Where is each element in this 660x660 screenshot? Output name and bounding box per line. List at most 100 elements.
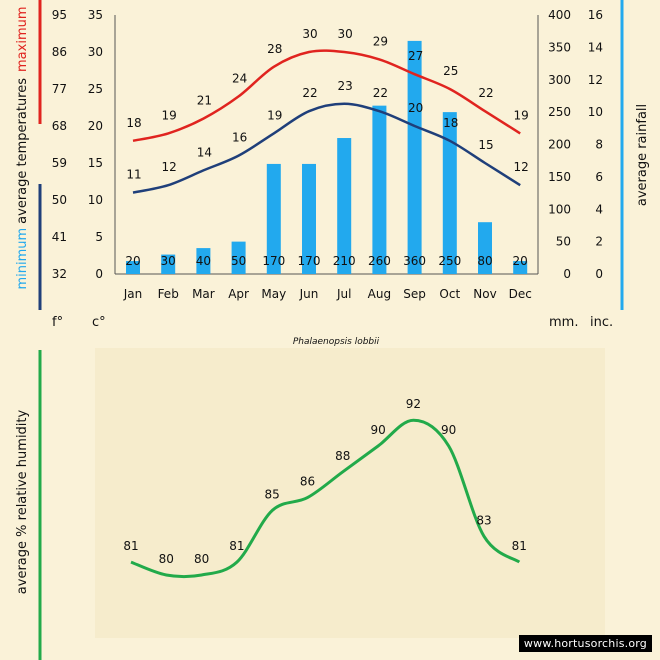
month-label: Apr (228, 287, 249, 301)
minimum-temperature-label: 12 (162, 160, 177, 174)
minimum-title: minimum (15, 228, 30, 290)
minimum-temperature-label: 18 (443, 116, 458, 130)
month-label: Jun (299, 287, 319, 301)
rainfall-bar (478, 222, 492, 274)
inches-tick: 0 (595, 267, 603, 281)
maximum-temperature-label: 21 (197, 94, 212, 108)
mm-tick: 50 (556, 235, 571, 249)
humidity-label: 81 (229, 539, 244, 553)
rainfall-value-label: 360 (403, 254, 426, 268)
mm-tick: 300 (548, 73, 571, 87)
inches-tick: 4 (595, 202, 603, 216)
humidity-label: 80 (159, 552, 174, 566)
humidity-axis-title: average % relative humidity (15, 409, 30, 594)
rainfall-bar (513, 261, 528, 274)
rainfall-value-label: 20 (125, 254, 140, 268)
humidity-label: 83 (476, 513, 491, 527)
maximum-temperature-label: 19 (514, 108, 529, 122)
month-label: Jul (336, 287, 351, 301)
maximum-temperature-label: 29 (373, 34, 388, 48)
fahrenheit-tick: 68 (52, 119, 67, 133)
rainfall-value-label: 260 (368, 254, 391, 268)
average-temperatures-title: average temperatures (15, 78, 30, 224)
inches-tick: 12 (588, 73, 603, 87)
celsius-tick: 25 (88, 82, 103, 96)
rainfall-bar (196, 248, 211, 274)
rainfall-value-label: 50 (231, 254, 246, 268)
rainfall-bar (407, 40, 422, 275)
maximum-temperature-label: 25 (443, 64, 458, 78)
maximum-temperature-label: 18 (126, 116, 141, 130)
rainfall-bar-labels: 20 30 40 50 170 170 210 260 360 250 80 20 (125, 254, 527, 268)
inches-tick: 10 (588, 105, 603, 119)
fahrenheit-unit: f° (52, 315, 63, 330)
minimum-temperature-label: 19 (267, 108, 282, 122)
celsius-unit: c° (92, 315, 106, 330)
inches-tick: 2 (595, 235, 603, 249)
rainfall-bar (372, 105, 387, 275)
maximum-temperature-label: 27 (408, 49, 423, 63)
inches-tick: 6 (595, 170, 603, 184)
temperature-lines (132, 49, 521, 194)
mm-tick: 200 (548, 138, 571, 152)
axis-ticks: 9586776859504132353025201510504003503002… (52, 8, 603, 301)
rainfall-bar (442, 112, 457, 274)
humidity-label: 80 (194, 552, 209, 566)
humidity-label: 88 (335, 449, 350, 463)
rainfall-bar (126, 261, 140, 274)
humidity-panel (95, 348, 605, 638)
maximum-temperature-label: 19 (162, 108, 177, 122)
maximum-temperature-label: 22 (478, 86, 493, 100)
rainfall-axis-title: average rainfall (635, 104, 650, 206)
inches-tick: 16 (588, 8, 603, 22)
mm-tick: 100 (548, 202, 571, 216)
rainfall-value-label: 80 (477, 254, 492, 268)
mm-unit: mm. (549, 315, 578, 330)
fahrenheit-tick: 41 (52, 230, 67, 244)
month-label: Jan (123, 287, 143, 301)
humidity-label: 86 (300, 475, 315, 489)
maximum-temperature-label: 24 (232, 71, 247, 85)
maximum-temperature-label: 28 (267, 42, 282, 56)
humidity-label: 90 (370, 423, 385, 437)
species-caption: Phalaenopsis lobbii (293, 337, 380, 347)
celsius-tick: 0 (95, 267, 103, 281)
fahrenheit-tick: 95 (52, 8, 67, 22)
month-label: Aug (368, 287, 391, 301)
rainfall-value-label: 170 (262, 254, 285, 268)
inches-tick: 8 (595, 138, 603, 152)
maximum-temperature-label: 30 (302, 27, 317, 41)
mm-tick: 150 (548, 170, 571, 184)
fahrenheit-tick: 86 (52, 45, 67, 59)
celsius-tick: 10 (88, 193, 103, 207)
mm-tick: 400 (548, 8, 571, 22)
watermark: www.hortusorchis.org (518, 635, 652, 652)
maximum-title: maximum (15, 6, 30, 72)
rainfall-value-label: 20 (513, 254, 528, 268)
rainfall-bar (266, 163, 281, 274)
minimum-temperature-label: 22 (302, 86, 317, 100)
rainfall-bar (161, 254, 176, 274)
rainfall-bar (337, 138, 352, 274)
temperature-labels: 18 19 21 24 28 30 30 29 27 25 22 19 11 12 14 16 19 22 23 22… (126, 27, 528, 182)
mm-tick: 250 (548, 105, 571, 119)
humidity-label: 90 (441, 423, 456, 437)
temperature-axis-title: minimum average temperatures maximum (15, 6, 30, 289)
minimum-temperature-label: 12 (514, 160, 529, 174)
minimum-temperature-label: 22 (373, 86, 388, 100)
fahrenheit-tick: 32 (52, 267, 67, 281)
rainfall-bar (302, 163, 316, 274)
rainfall-bar (231, 241, 246, 274)
month-label: Feb (158, 287, 179, 301)
minimum-temperature-label: 15 (478, 138, 493, 152)
humidity-label: 92 (406, 397, 421, 411)
inches-unit: inc. (590, 315, 613, 330)
mm-tick: 0 (563, 267, 571, 281)
rainfall-bars (126, 40, 528, 275)
minimum-temperature-label: 16 (232, 131, 247, 145)
rainfall-value-label: 40 (196, 254, 211, 268)
month-label: Dec (509, 287, 532, 301)
rainfall-value-label: 210 (333, 254, 356, 268)
fahrenheit-tick: 59 (52, 156, 67, 170)
